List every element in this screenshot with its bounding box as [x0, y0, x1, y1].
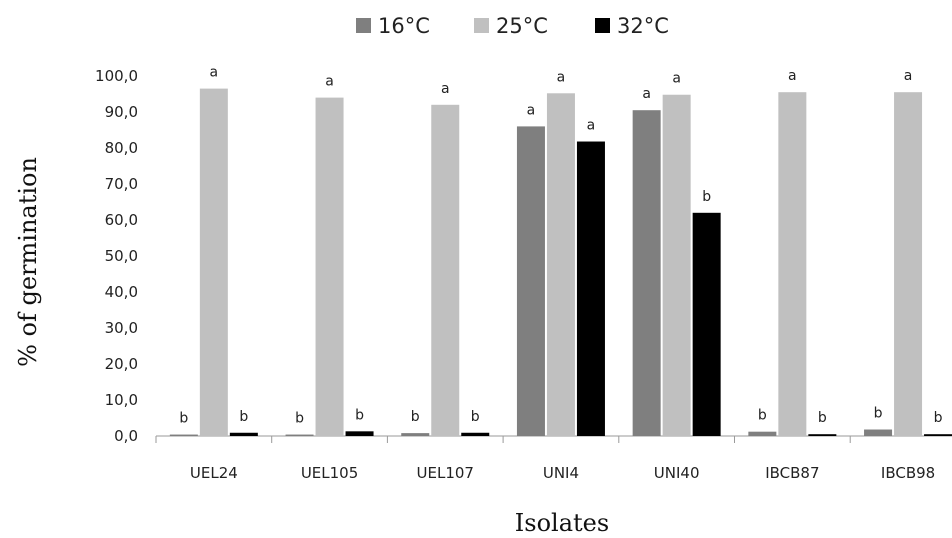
- significance-letter: b: [471, 409, 480, 425]
- y-tick-label: 70,0: [105, 175, 138, 193]
- significance-letter: b: [355, 407, 364, 423]
- bar: [808, 434, 837, 436]
- y-tick-label: 30,0: [105, 319, 138, 337]
- significance-letter: a: [325, 74, 334, 90]
- bar: [924, 434, 952, 436]
- significance-letter: b: [934, 410, 943, 426]
- significance-labels: b a b b a b b a b a a a a a b b a b b a b: [179, 65, 942, 427]
- y-tick-label: 80,0: [105, 139, 138, 157]
- x-tick-label: UNI4: [543, 464, 579, 482]
- significance-letter: b: [758, 408, 767, 424]
- bar: [778, 92, 807, 436]
- x-tick-label: IBCB87: [765, 464, 819, 482]
- significance-letter: a: [441, 81, 450, 97]
- x-tick-label: UEL24: [190, 464, 238, 482]
- bar: [632, 110, 661, 436]
- significance-letter: a: [642, 86, 651, 102]
- significance-letter: a: [672, 71, 681, 87]
- y-axis: 0,0 10,0 20,0 30,0 40,0 50,0 60,0 70,0 80,0 90,0 1…: [95, 67, 138, 445]
- y-axis-title: % of germination: [14, 157, 42, 367]
- significance-letter: b: [179, 411, 188, 427]
- y-tick-label: 10,0: [105, 391, 138, 409]
- significance-letter: b: [411, 409, 420, 425]
- x-tick-label: UNI40: [654, 464, 700, 482]
- y-tick-label: 20,0: [105, 355, 138, 373]
- significance-letter: b: [818, 410, 827, 426]
- y-tick-label: 50,0: [105, 247, 138, 265]
- y-tick-label: 100,0: [95, 67, 138, 85]
- bars: [169, 88, 952, 437]
- legend-swatch: [356, 18, 371, 33]
- x-tick-label: UEL105: [301, 464, 358, 482]
- significance-letter: a: [527, 102, 536, 118]
- bar: [229, 432, 258, 436]
- bar: [864, 429, 893, 436]
- bar: [401, 433, 430, 436]
- legend-swatch: [595, 18, 610, 33]
- bar: [662, 94, 691, 436]
- bar: [431, 104, 460, 437]
- significance-letter: a: [210, 65, 219, 81]
- x-axis: UEL24 UEL105 UEL107 UNI4 UNI40 IBCB87 IBCB98: [155, 435, 952, 482]
- x-tick-label: IBCB98: [881, 464, 935, 482]
- legend-label: 32°C: [617, 14, 669, 38]
- x-axis-title: Isolates: [515, 509, 609, 537]
- significance-letter: a: [788, 68, 797, 84]
- y-tick-label: 0,0: [114, 427, 138, 445]
- legend-label: 25°C: [496, 14, 548, 38]
- significance-letter: b: [702, 189, 711, 205]
- bar: [345, 431, 374, 436]
- bar: [169, 434, 198, 436]
- significance-letter: b: [239, 409, 248, 425]
- bar: [461, 432, 490, 436]
- bar: [285, 434, 314, 436]
- bar: [199, 88, 228, 436]
- bar: [576, 141, 605, 436]
- significance-letter: a: [587, 118, 596, 134]
- y-tick-label: 90,0: [105, 103, 138, 121]
- significance-letter: a: [904, 68, 913, 84]
- legend-label: 16°C: [378, 14, 430, 38]
- significance-letter: b: [295, 411, 304, 427]
- y-tick-label: 40,0: [105, 283, 138, 301]
- bar: [546, 93, 575, 436]
- y-tick-label: 60,0: [105, 211, 138, 229]
- bar: [692, 212, 721, 436]
- bar: [315, 97, 344, 436]
- bar: [748, 431, 777, 436]
- bar: [516, 126, 545, 437]
- significance-letter: b: [874, 406, 883, 422]
- significance-letter: a: [557, 69, 566, 85]
- legend: 16°C 25°C 32°C: [356, 14, 669, 38]
- x-tick-label: UEL107: [417, 464, 474, 482]
- legend-swatch: [474, 18, 489, 33]
- bar: [894, 92, 923, 436]
